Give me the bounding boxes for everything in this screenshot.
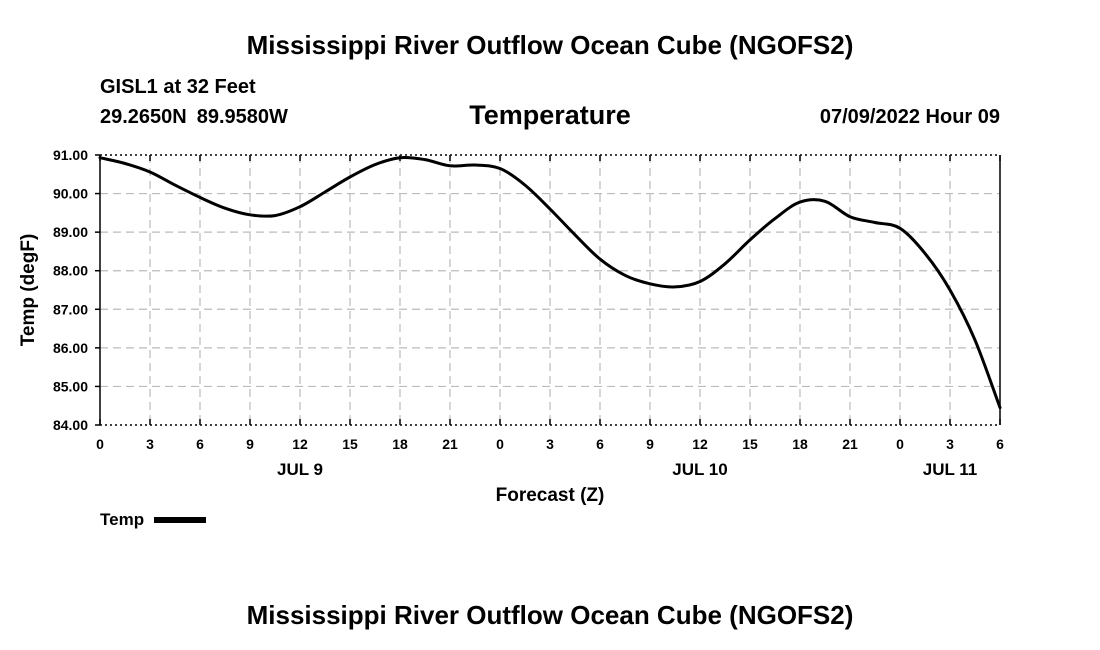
forecast-datetime: 07/09/2022 Hour 09 [819,106,1000,128]
x-tick-label: 9 [646,436,654,452]
x-tick-label: 9 [246,436,254,452]
x-tick-label: 18 [392,436,408,452]
y-tick-label: 86.00 [53,340,88,356]
main-title: Mississippi River Outflow Ocean Cube (NG… [246,30,854,60]
x-date-label: JUL 11 [923,460,978,479]
y-tick-label: 88.00 [53,263,88,279]
legend-line-swatch [154,517,207,523]
x-tick-label: 15 [742,436,758,452]
x-tick-label: 0 [896,436,904,452]
y-axis-title: Temp (degF) [18,234,39,347]
x-tick-label: 15 [342,436,358,452]
x-tick-label: 6 [596,436,604,452]
x-tick-label: 3 [946,436,954,452]
x-tick-label: 12 [692,436,708,452]
x-tick-label: 0 [496,436,504,452]
x-tick-label: 18 [792,436,808,452]
legend-label: Temp [100,510,145,529]
x-tick-label: 0 [96,436,104,452]
chart-title: Temperature [469,100,631,130]
latitude: 29.2650N [100,106,187,128]
y-tick-label: 87.00 [53,301,88,317]
x-tick-label: 3 [546,436,554,452]
x-axis-title: Forecast (Z) [496,485,605,506]
x-tick-label: 3 [146,436,154,452]
x-tick-label: 6 [196,436,204,452]
longitude: 89.9580W [196,106,288,128]
y-tick-label: 89.00 [53,224,88,240]
x-tick-label: 21 [842,436,858,452]
x-date-label: JUL 9 [277,460,323,479]
x-date-label: JUL 10 [672,460,727,479]
y-tick-label: 90.00 [53,186,88,202]
station-coordinates: 29.2650N 89.9580W [100,106,298,129]
y-tick-label: 85.00 [53,378,88,394]
x-tick-label: 6 [996,436,1004,452]
y-tick-label: 91.00 [53,147,88,163]
y-tick-label: 84.00 [53,417,88,433]
series-line-temp [98,155,1002,410]
next-chart-title: Mississippi River Outflow Ocean Cube (NG… [246,600,854,630]
legend: Temp [100,510,207,530]
x-tick-label: 21 [442,436,458,452]
station-name: GISL1 at 32 Feet [100,76,256,98]
x-tick-label: 12 [292,436,308,452]
